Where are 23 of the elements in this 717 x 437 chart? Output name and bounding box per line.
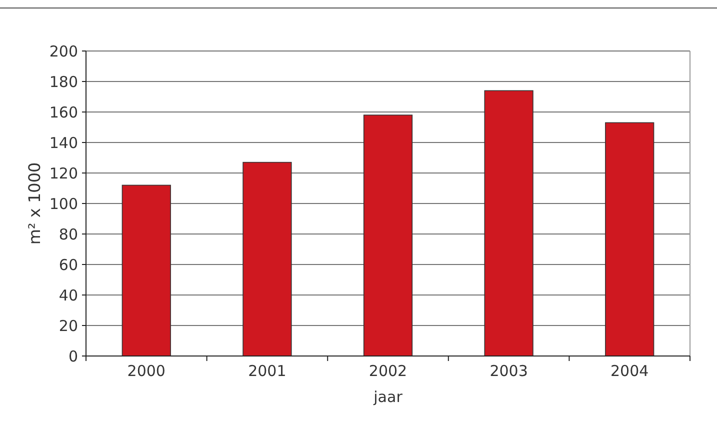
y-tick-label: 40 — [58, 286, 78, 304]
y-axis-title: m² x 1000 — [25, 162, 44, 245]
x-tick-label: 2004 — [610, 362, 649, 380]
x-tick-label: 2001 — [248, 362, 286, 380]
bar — [242, 162, 292, 356]
bar — [363, 114, 413, 356]
y-tick-label: 180 — [49, 72, 78, 91]
y-tick-label: 100 — [49, 194, 78, 213]
bar — [484, 90, 534, 356]
bar — [122, 184, 171, 356]
y-tick-label: 20 — [58, 316, 78, 335]
y-tick-label: 120 — [49, 164, 78, 182]
y-tick-label: 160 — [49, 103, 78, 122]
y-tick-label: 140 — [49, 134, 78, 152]
y-tick-label: 80 — [58, 225, 78, 244]
y-tick-label: 60 — [58, 256, 78, 274]
y-tick-label: 0 — [68, 347, 78, 366]
y-tick-label: 200 — [49, 42, 78, 60]
bar — [605, 122, 654, 356]
x-axis-title: jaar — [372, 388, 404, 406]
x-tick-label: 2003 — [490, 362, 528, 380]
x-tick-label: 2002 — [368, 362, 408, 380]
x-tick-label: 2000 — [127, 362, 166, 380]
